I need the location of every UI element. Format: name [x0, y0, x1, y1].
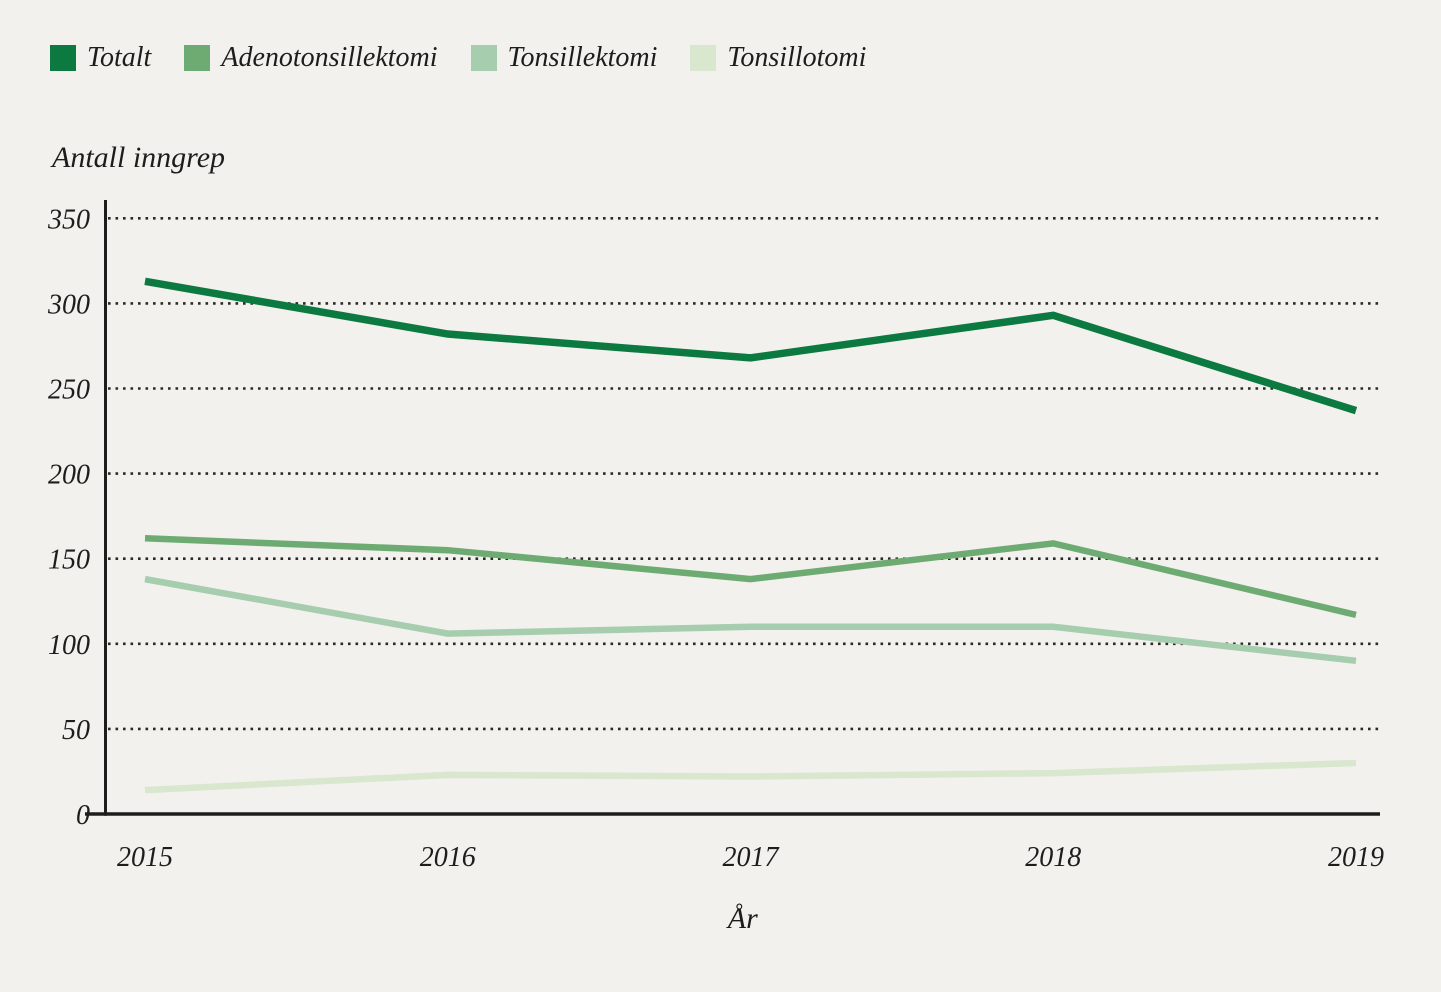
- series-line-totalt: [144, 277, 1358, 415]
- series-line-adenotonsillektomi: [144, 535, 1357, 619]
- legend-item-adenotonsillektomi: Adenotonsillektomi: [184, 42, 438, 73]
- legend-item-tonsillotomi: Tonsillotomi: [690, 44, 866, 72]
- x-tick-label-2017: 2017: [723, 842, 780, 873]
- legend-swatch-tonsillektomi-icon: [470, 45, 497, 71]
- legend-label-tonsillotomi: Tonsillotomi: [727, 42, 867, 73]
- x-tick-label-2018: 2018: [1025, 842, 1081, 873]
- y-tick-label-300: 300: [47, 289, 90, 320]
- y-tick-label-0: 0: [76, 800, 90, 831]
- legend-label-tonsillektomi: Tonsillektomi: [507, 42, 658, 73]
- legend-swatch-tonsillotomi-icon: [690, 45, 717, 71]
- legend-item-totalt: Totalt: [50, 44, 151, 72]
- y-axis-title: Antall inngrep: [52, 141, 226, 174]
- legend-item-tonsillektomi: Tonsillektomi: [470, 42, 658, 73]
- y-tick-label-150: 150: [48, 545, 90, 576]
- x-tick-label-2015: 2015: [117, 842, 173, 873]
- x-tick-label-2016: 2016: [420, 842, 476, 873]
- x-tick-label-2019: 2019: [1328, 842, 1384, 873]
- legend-swatch-totalt-icon: [50, 45, 76, 71]
- legend-swatch-adenotonsillektomi-icon: [184, 45, 211, 71]
- legend-label-totalt: Totalt: [87, 42, 152, 73]
- legend-label-adenotonsillektomi: Adenotonsillektomi: [221, 42, 438, 73]
- series-line-tonsillektomi: [144, 575, 1357, 665]
- legend: Totalt Adenotonsillektomi Tonsillektomi …: [50, 44, 866, 72]
- y-tick-label-350: 350: [47, 204, 90, 235]
- y-tick-label-250: 250: [48, 375, 90, 406]
- y-tick-label-50: 50: [62, 715, 90, 746]
- series-line-tonsillotomi: [144, 759, 1357, 794]
- y-tick-label-200: 200: [48, 460, 90, 491]
- y-tick-label-100: 100: [48, 630, 90, 661]
- x-axis-title: År: [726, 902, 758, 935]
